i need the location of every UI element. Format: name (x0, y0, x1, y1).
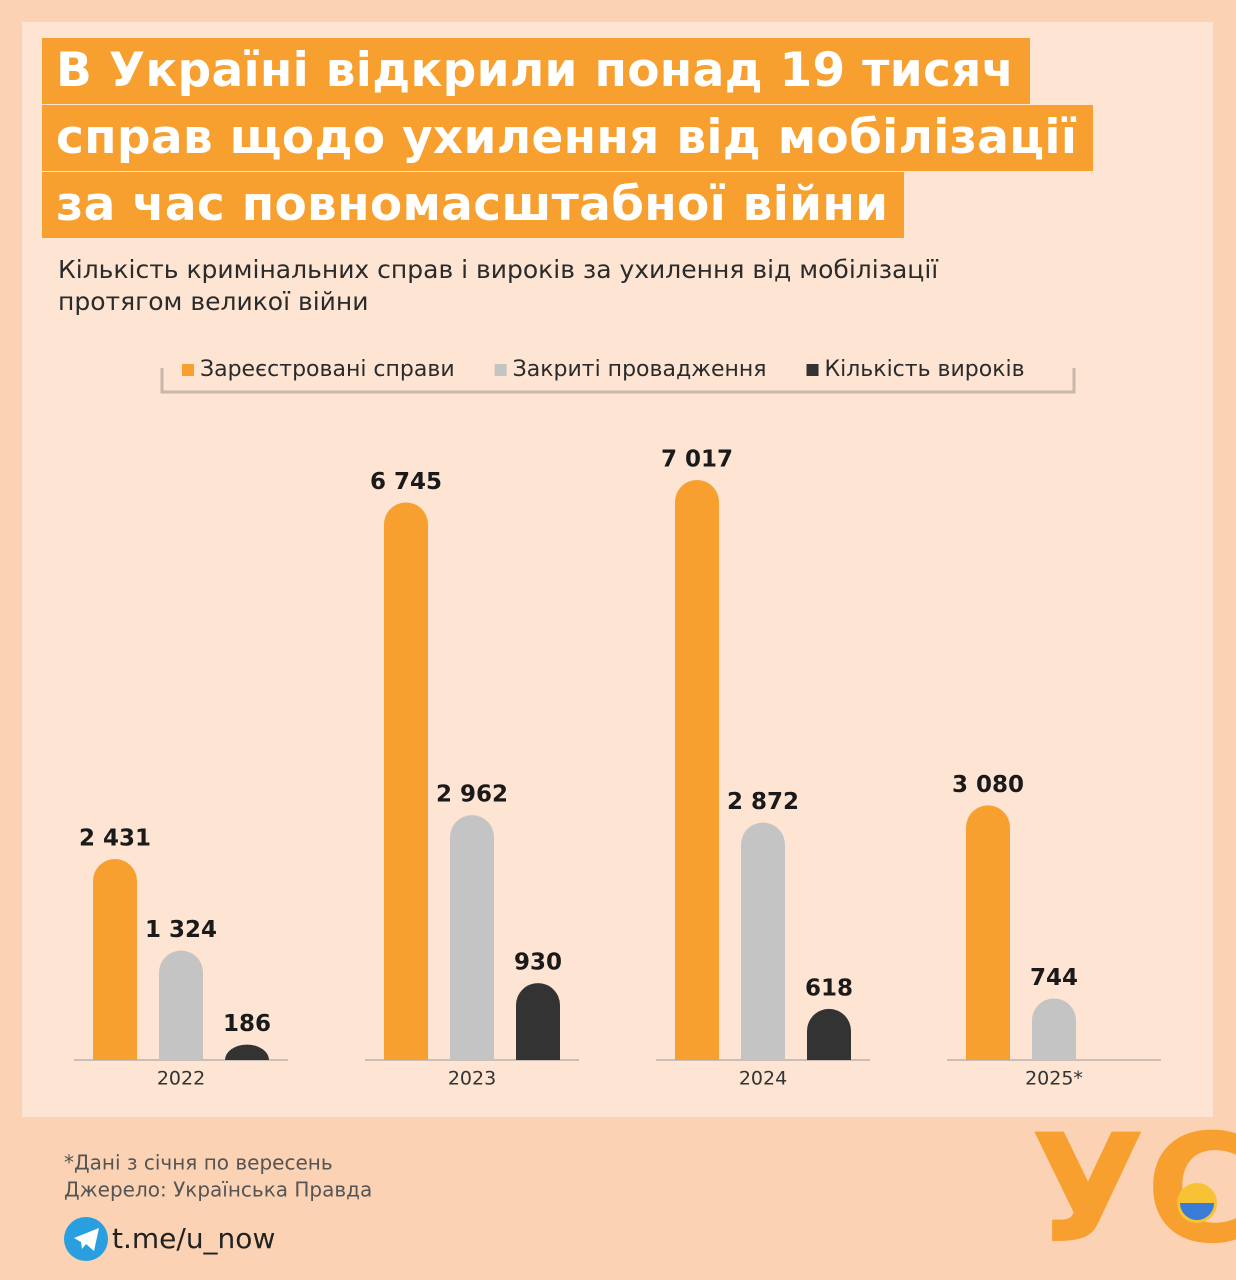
legend-label: Кількість вироків (825, 357, 1025, 382)
title-line: справ щодо ухилення від мобілізації (42, 105, 1094, 171)
title: В Україні відкрили понад 19 тисяч справ … (42, 38, 1094, 239)
x-tick-label: 2022 (157, 1068, 205, 1090)
legend-label: Зареєстровані справи (200, 357, 455, 382)
value-label: 744 (1030, 965, 1078, 991)
legend-marker (494, 364, 507, 376)
bar (516, 983, 560, 1060)
source: Джерело: Українська Правда (64, 1178, 372, 1202)
legend-frame (160, 368, 1076, 394)
x-tick-label: 2023 (448, 1068, 496, 1090)
link[interactable]: t.me/u_now (112, 1222, 275, 1255)
bar (450, 815, 494, 1060)
x-tick-label: 2025* (1025, 1068, 1083, 1090)
value-label: 2 962 (436, 782, 508, 808)
bar (807, 1008, 851, 1060)
logo-badge-half (1180, 1203, 1214, 1220)
telegram-plane (74, 1228, 99, 1251)
title-line: В Україні відкрили понад 19 тисяч (42, 38, 1031, 104)
value-label: 930 (514, 950, 562, 976)
subtitle: Кількість кримінальних справ і вироків з… (58, 255, 939, 316)
value-label: 2 872 (727, 789, 799, 815)
bar (675, 480, 719, 1060)
value-label: 7 017 (661, 447, 733, 473)
value-label: 1 324 (145, 917, 217, 943)
value-label: 2 431 (79, 826, 151, 852)
bar (384, 502, 428, 1061)
value-label: 6 745 (370, 469, 442, 495)
bar (741, 822, 785, 1060)
value-label: 3 080 (952, 772, 1024, 798)
bar (93, 859, 137, 1060)
x-tick-label: 2024 (739, 1068, 787, 1090)
value-label: 618 (805, 975, 853, 1001)
legend-marker (806, 364, 819, 376)
title-line: за час повномасштабної війни (42, 172, 905, 238)
value-label: 186 (223, 1011, 271, 1037)
footnote: *Дані з січня по вересень (64, 1151, 333, 1175)
bar (1032, 998, 1076, 1060)
legend-marker (182, 364, 194, 376)
bar (966, 805, 1010, 1060)
bar (159, 950, 203, 1060)
bar (225, 1044, 269, 1060)
legend-label: Закриті провадження (513, 357, 767, 382)
